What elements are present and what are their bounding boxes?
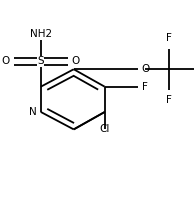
Bar	[100, 129, 110, 140]
Text: Cl: Cl	[100, 124, 110, 134]
Bar	[138, 64, 145, 75]
Text: NH2: NH2	[30, 29, 52, 39]
Text: O: O	[72, 57, 80, 66]
Text: O: O	[1, 57, 10, 66]
Text: N: N	[29, 107, 37, 117]
Bar	[138, 81, 145, 92]
Bar	[68, 56, 75, 67]
Bar	[35, 29, 46, 40]
Text: F: F	[166, 95, 172, 105]
Bar	[165, 90, 172, 101]
Bar	[37, 56, 44, 67]
Bar	[165, 38, 172, 48]
Text: O: O	[142, 64, 150, 74]
Text: F: F	[142, 82, 147, 92]
Text: F: F	[166, 33, 172, 43]
Bar	[6, 56, 13, 67]
Bar	[33, 106, 40, 117]
Text: S: S	[37, 57, 44, 66]
